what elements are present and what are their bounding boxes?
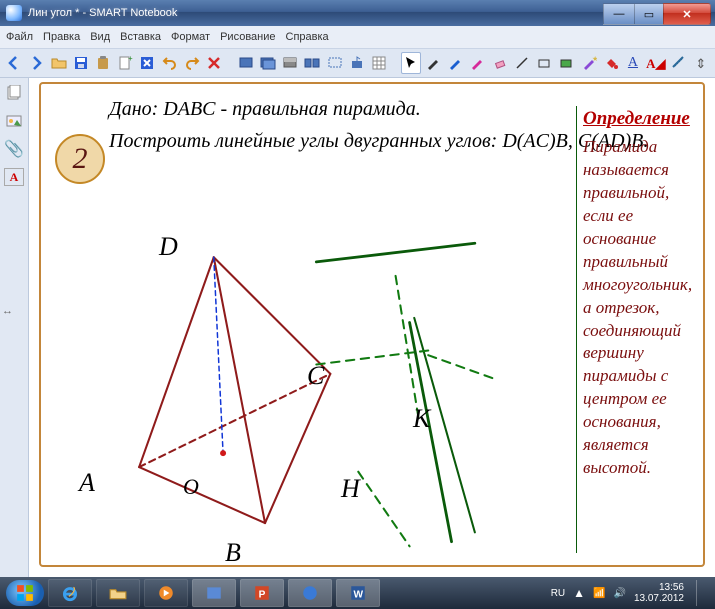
pen1-button[interactable] — [423, 52, 443, 74]
task-wmp[interactable] — [144, 579, 188, 607]
label-O: O — [183, 474, 199, 500]
label-K: K — [413, 404, 430, 434]
task-text: Построить линейные углы двугранных углов… — [109, 130, 648, 153]
redo-button[interactable] — [182, 52, 202, 74]
table-button[interactable] — [369, 52, 389, 74]
text-button[interactable]: A — [623, 52, 643, 74]
screen1-button[interactable] — [236, 52, 256, 74]
shape-fill-button[interactable] — [556, 52, 576, 74]
creative-pen-button[interactable] — [467, 52, 487, 74]
definition-header: Определение — [577, 106, 697, 136]
label-B: B — [225, 538, 241, 567]
tray-vol-icon[interactable]: 🔊 — [613, 588, 625, 599]
fill-button[interactable] — [601, 52, 621, 74]
menu-file[interactable]: Файл — [6, 31, 33, 43]
props-button[interactable]: A◢ — [645, 52, 666, 74]
gallery-icon[interactable] — [5, 112, 23, 130]
label-D: D — [159, 232, 178, 262]
taskbar: P W RU ▲ 📶 🔊 13:56 13.07.2012 — [0, 577, 715, 609]
toolbar: + ★ A A◢ ⇕ — [0, 49, 715, 78]
label-C: C — [307, 361, 324, 391]
new-page-button[interactable]: + — [115, 52, 135, 74]
pen2-button[interactable] — [445, 52, 465, 74]
show-desktop-button[interactable] — [696, 580, 705, 606]
menu-edit[interactable]: Правка — [43, 31, 80, 43]
task-pin1[interactable] — [192, 579, 236, 607]
forward-button[interactable] — [26, 52, 46, 74]
screenshade-button[interactable] — [280, 52, 300, 74]
attach-icon[interactable]: 📎 — [5, 140, 23, 158]
minimize-button[interactable]: — — [603, 3, 635, 25]
toolbar-sep2 — [391, 52, 398, 74]
capture-button[interactable] — [325, 52, 345, 74]
tray-time: 13:56 — [659, 582, 684, 593]
measure-button[interactable] — [668, 52, 688, 74]
save-button[interactable] — [71, 52, 91, 74]
paste-button[interactable] — [93, 52, 113, 74]
task-ppt[interactable]: P — [240, 579, 284, 607]
titlebar: Лин угол * - SMART Notebook — ▭ ✕ — [0, 0, 715, 26]
definition-panel: Определение Пирамида называется правильн… — [576, 106, 697, 553]
app-icon — [6, 5, 22, 21]
definition-body: Пирамида называется правильной, если ее … — [577, 136, 697, 480]
canvas[interactable]: 2 Дано: DABC - правильная пирамида. Пост… — [29, 78, 715, 577]
task-ie[interactable] — [48, 579, 92, 607]
move-toolbar-button[interactable]: ⇕ — [691, 52, 711, 74]
expand-handle[interactable]: ↔ — [2, 305, 13, 317]
page-sorter-icon[interactable] — [5, 84, 23, 102]
menu-format[interactable]: Формат — [171, 31, 210, 43]
svg-text:+: + — [128, 55, 133, 63]
tray-flag-icon[interactable]: ▲ — [573, 586, 585, 600]
slide-page: 2 Дано: DABC - правильная пирамида. Пост… — [39, 82, 705, 567]
window-title: Лин угол * - SMART Notebook — [28, 7, 604, 19]
open-button[interactable] — [48, 52, 68, 74]
given-text: Дано: DABC - правильная пирамида. — [109, 98, 421, 121]
diagram: D C A B O K H — [41, 164, 573, 565]
toolbar-sep1 — [226, 52, 233, 74]
delete-x-button[interactable] — [204, 52, 224, 74]
magic-pen-button[interactable]: ★ — [578, 52, 598, 74]
svg-text:★: ★ — [592, 55, 597, 63]
doc-cam-button[interactable] — [347, 52, 367, 74]
menu-draw[interactable]: Рисование — [220, 31, 275, 43]
menubar: Файл Правка Вид Вставка Формат Рисование… — [0, 26, 715, 49]
task-word[interactable]: W — [336, 579, 380, 607]
dual-button[interactable] — [302, 52, 322, 74]
tray-date: 13.07.2012 — [634, 593, 684, 604]
maximize-button[interactable]: ▭ — [634, 3, 664, 25]
close-button[interactable]: ✕ — [663, 3, 711, 25]
shape-button[interactable] — [534, 52, 554, 74]
menu-view[interactable]: Вид — [90, 31, 110, 43]
tray-net-icon[interactable]: 📶 — [593, 588, 605, 599]
tray-lang[interactable]: RU — [551, 588, 565, 599]
systray: RU ▲ 📶 🔊 13:56 13.07.2012 — [551, 580, 709, 606]
side-panel: 📎 A ↔ — [0, 78, 29, 577]
screen2-button[interactable] — [258, 52, 278, 74]
line-button[interactable] — [512, 52, 532, 74]
task-app[interactable] — [288, 579, 332, 607]
back-button[interactable] — [4, 52, 24, 74]
menu-insert[interactable]: Вставка — [120, 31, 161, 43]
task-explorer[interactable] — [96, 579, 140, 607]
undo-button[interactable] — [160, 52, 180, 74]
label-A: A — [79, 468, 95, 498]
eraser-button[interactable] — [490, 52, 510, 74]
delete-button[interactable] — [137, 52, 157, 74]
select-button[interactable] — [401, 52, 421, 74]
props-icon[interactable]: A — [4, 168, 24, 186]
svg-text:W: W — [354, 590, 364, 601]
menu-help[interactable]: Справка — [286, 31, 329, 43]
tray-clock[interactable]: 13:56 13.07.2012 — [634, 582, 684, 604]
start-button[interactable] — [6, 580, 44, 606]
label-H: H — [341, 474, 360, 504]
svg-text:P: P — [259, 590, 266, 601]
